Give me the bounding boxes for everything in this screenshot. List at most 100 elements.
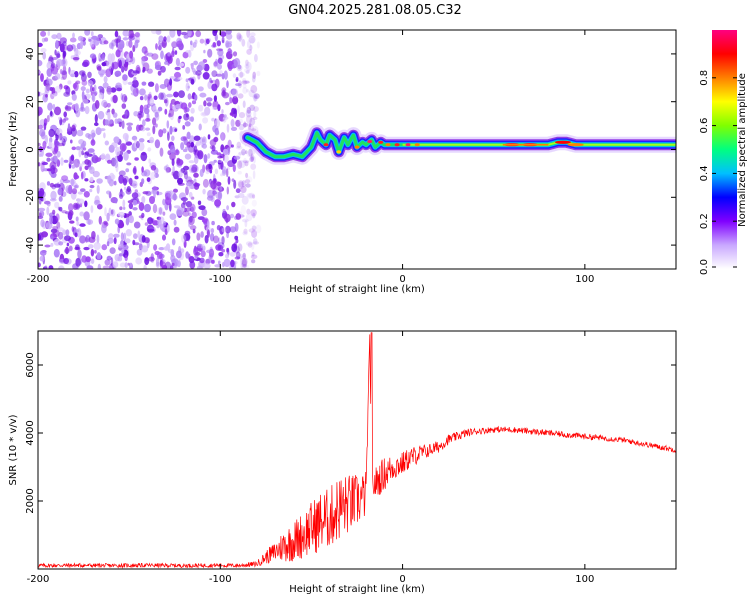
noise-speckle xyxy=(163,99,168,104)
noise-speckle xyxy=(252,170,256,180)
noise-speckle xyxy=(208,163,212,170)
noise-speckle xyxy=(253,156,256,164)
noise-speckle xyxy=(46,115,50,123)
noise-speckle xyxy=(246,106,251,114)
noise-speckle xyxy=(85,133,91,138)
noise-speckle xyxy=(80,171,84,180)
noise-speckle xyxy=(133,221,141,229)
noise-speckle xyxy=(189,203,196,212)
noise-speckle xyxy=(49,198,57,202)
noise-speckle xyxy=(142,119,146,127)
noise-speckle xyxy=(202,72,210,80)
noise-speckle xyxy=(86,265,94,269)
noise-speckle xyxy=(42,140,47,149)
noise-speckle xyxy=(71,93,77,101)
noise-speckle xyxy=(106,103,111,108)
noise-speckle xyxy=(221,131,224,141)
noise-speckle xyxy=(240,186,247,194)
colorbar-tick-label: 0.8 xyxy=(699,70,710,86)
noise-speckle xyxy=(81,99,89,105)
noise-speckle xyxy=(57,188,63,196)
noise-speckle xyxy=(245,241,253,246)
noise-speckle xyxy=(99,128,106,132)
noise-speckle xyxy=(250,156,255,161)
noise-speckle xyxy=(46,206,50,216)
noise-speckle xyxy=(130,92,138,96)
noise-speckle xyxy=(71,226,75,232)
noise-speckle xyxy=(174,149,180,156)
noise-speckle xyxy=(139,88,146,96)
noise-speckle xyxy=(186,141,191,149)
noise-speckle xyxy=(122,132,129,141)
signal-hot-spot xyxy=(405,143,411,147)
noise-speckle xyxy=(218,252,224,257)
noise-speckle xyxy=(185,78,189,83)
noise-speckle xyxy=(249,44,253,51)
noise-speckle xyxy=(158,247,165,251)
noise-speckle xyxy=(89,176,94,183)
noise-speckle xyxy=(129,50,134,59)
noise-speckle xyxy=(93,242,101,250)
noise-speckle xyxy=(53,183,61,188)
noise-speckle xyxy=(210,180,217,190)
noise-speckle xyxy=(242,160,250,164)
noise-speckle xyxy=(71,188,78,195)
noise-speckle xyxy=(72,57,80,61)
noise-speckle xyxy=(248,148,253,157)
noise-speckle xyxy=(173,91,179,98)
noise-speckle xyxy=(246,150,251,157)
noise-speckle xyxy=(173,188,178,193)
noise-speckle xyxy=(59,133,63,141)
noise-speckle xyxy=(90,258,95,265)
noise-speckle xyxy=(181,234,186,243)
noise-speckle xyxy=(94,122,99,127)
noise-speckle xyxy=(241,195,249,205)
noise-speckle xyxy=(79,211,84,217)
noise-speckle xyxy=(140,151,148,162)
noise-speckle xyxy=(221,72,225,80)
signal-hot-spot xyxy=(414,143,420,147)
noise-speckle xyxy=(138,138,145,143)
noise-speckle xyxy=(230,259,235,268)
noise-speckle xyxy=(235,145,243,150)
noise-speckle xyxy=(63,111,67,118)
noise-speckle xyxy=(158,92,164,100)
noise-speckle xyxy=(144,203,151,213)
noise-speckle xyxy=(136,248,143,256)
noise-speckle xyxy=(230,119,235,128)
noise-speckle xyxy=(229,251,236,257)
noise-speckle xyxy=(171,50,175,58)
noise-speckle xyxy=(67,123,71,130)
noise-speckle xyxy=(133,233,138,240)
noise-speckle xyxy=(61,70,68,80)
noise-speckle xyxy=(87,148,95,153)
noise-speckle xyxy=(65,246,69,255)
noise-speckle xyxy=(68,203,74,212)
noise-speckle xyxy=(222,92,229,99)
noise-speckle xyxy=(163,246,169,251)
noise-speckle xyxy=(238,80,242,89)
noise-speckle xyxy=(207,189,214,199)
noise-speckle xyxy=(71,127,77,137)
noise-speckle xyxy=(187,85,190,89)
noise-speckle xyxy=(249,156,254,162)
noise-speckle xyxy=(65,229,70,236)
noise-speckle xyxy=(197,150,204,160)
noise-speckle xyxy=(113,136,120,144)
noise-speckle xyxy=(137,230,141,239)
noise-speckle xyxy=(41,161,49,166)
noise-speckle xyxy=(127,81,134,85)
noise-speckle xyxy=(213,235,219,244)
noise-speckle xyxy=(226,168,229,178)
noise-speckle xyxy=(242,78,247,83)
noise-speckle xyxy=(49,215,53,225)
noise-speckle xyxy=(207,153,211,159)
noise-speckle xyxy=(90,139,96,146)
noise-speckle xyxy=(221,109,224,114)
noise-speckle xyxy=(113,233,120,238)
noise-speckle xyxy=(246,176,253,183)
noise-speckle xyxy=(246,208,251,215)
noise-speckle xyxy=(201,208,208,217)
noise-speckle xyxy=(211,117,216,122)
noise-speckle xyxy=(108,233,114,240)
